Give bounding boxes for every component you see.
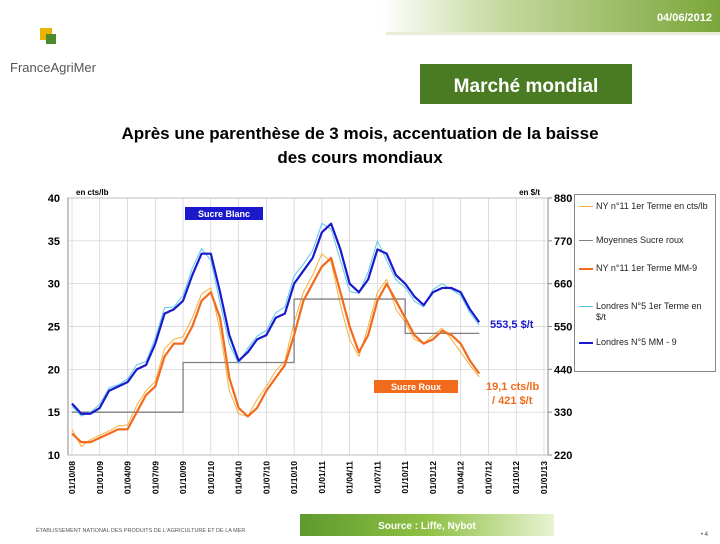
x-tick-label: 01/01/10 [206,461,216,494]
y2-tick-label: 550 [554,322,572,334]
y2-axis-label: en $/t [519,188,540,197]
annotation: / 421 $/t [492,395,533,407]
date: 04/06/2012 [657,12,712,24]
legend-label: NY n°11 1er Terme en cts/lb [596,201,708,211]
y2-tick-label: 440 [554,364,572,376]
annotation: Sucre Roux [391,382,441,392]
annotation-box [374,380,458,393]
chart: 01/10/08 01/01/09 01/04/09 01/07/09 01/10/09… [48,188,573,494]
x-tick-label: 01/10/11 [400,461,410,494]
x-tick-label: 01/07/09 [150,461,160,494]
x-tick-label: 01/10/09 [178,461,188,494]
legend-swatch [579,342,593,344]
page-number: • 4 [701,532,709,538]
x-tick-label: 01/10/10 [289,461,299,494]
y-tick-label: 35 [48,236,60,248]
y-axis-label: en cts/lb [76,188,109,197]
logo-icon [46,34,56,44]
legend-item: NY n°11 1er Terme MM-9 [579,263,713,274]
section-box [420,64,632,104]
y2-tick-label: 330 [554,407,572,419]
legend: NY n°11 1er Terme en cts/lb Moyennes Sucr… [574,194,716,372]
x-tick-label: 01/04/11 [345,461,355,494]
y-tick-label: 40 [48,193,60,205]
annotation-box [185,207,263,220]
y2-tick-label: 220 [554,450,572,462]
legend-swatch [579,206,593,207]
legend-swatch [579,306,593,307]
x-tick-label: 01/01/11 [317,461,327,494]
annotation: 553,5 $/t [490,319,534,331]
x-tick-label: 01/10/08 [67,461,77,494]
footer-band [300,514,554,536]
series-line [72,298,480,413]
y-tick-label: 25 [48,322,60,334]
x-tick-label: 01/01/12 [428,461,438,494]
x-tick-label: 01/10/12 [511,461,521,494]
top-band-edge [386,32,720,35]
legend-label: NY n°11 1er Terme MM-9 [596,263,698,273]
series-line [71,222,480,417]
y-tick-label: 15 [48,407,60,419]
source: Source : Liffe, Nybot [378,521,476,532]
legend-item: Londres N°5 1er Terme en $/t [579,301,713,323]
x-tick-label: 01/04/09 [123,461,133,494]
y2-tick-label: 660 [554,279,572,291]
legend-item: NY n°11 1er Terme en cts/lb [579,201,713,212]
x-tick-label: 01/01/13 [539,461,549,494]
y-tick-label: 10 [48,450,60,462]
x-tick-label: 01/01/09 [95,461,105,494]
series-line [71,222,481,415]
legend-label: Moyennes Sucre roux [596,235,684,245]
annotation: Sucre Blanc [198,209,250,219]
slide-title: Après une parenthèse de 3 mois, accentua… [121,124,598,167]
annotation: 19,1 cts/lb [486,381,539,393]
legend-label: Londres N°5 MM - 9 [596,337,677,347]
section-title: Marché mondial [454,76,599,97]
top-band [380,0,720,32]
x-tick-label: 01/07/11 [372,461,382,494]
legend-label: Londres N°5 1er Terme en $/t [596,301,702,322]
x-tick-label: 01/04/12 [456,461,466,494]
legend-swatch [579,268,593,270]
y-tick-label: 20 [48,364,60,376]
institution: ÉTABLISSEMENT NATIONAL DES PRODUITS DE L… [36,527,245,534]
legend-swatch [579,240,593,241]
logo-text: FranceAgriMer [10,60,97,75]
x-tick-label: 01/07/12 [483,461,493,494]
x-tick-label: 01/04/10 [234,461,244,494]
x-tick-label: 01/07/10 [261,461,271,494]
y-tick-label: 30 [48,279,60,291]
legend-item: Londres N°5 MM - 9 [579,337,713,348]
legend-item: Moyennes Sucre roux [579,235,713,246]
y2-tick-label: 880 [554,193,572,205]
y2-tick-label: 770 [554,236,572,248]
series-line [71,256,481,444]
